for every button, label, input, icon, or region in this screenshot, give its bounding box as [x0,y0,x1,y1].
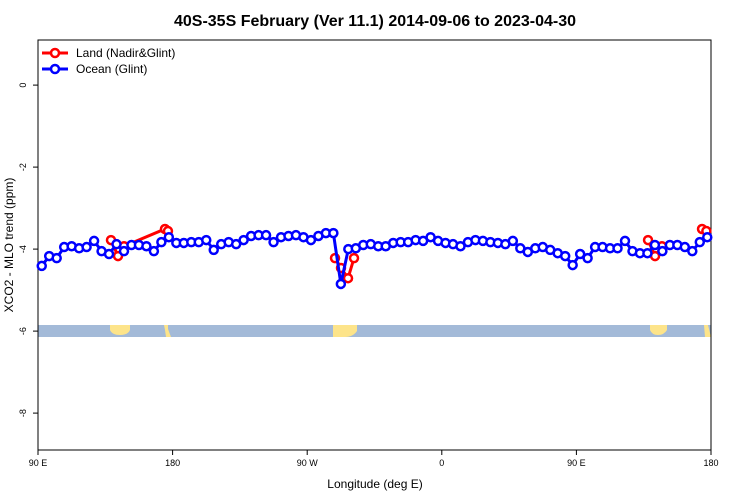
point [702,231,713,243]
map-strip [38,325,711,337]
point [103,248,115,260]
point [260,229,272,241]
point [694,236,706,248]
point [455,240,466,252]
point [81,241,92,253]
point [582,252,593,264]
x-tick-label: 180 [703,458,718,468]
x-tick-label: 90 W [297,458,319,468]
x-axis-label: Longitude (deg E) [327,477,422,491]
point [335,278,347,290]
point [208,244,219,256]
point [201,234,212,246]
point [163,231,175,243]
legend-label: Land (Nadir&Glint) [76,46,175,60]
point [305,234,317,246]
y-tick-label: -4 [18,245,28,253]
point [507,235,519,247]
point [567,259,578,271]
y-tick-label: -8 [18,409,28,417]
point [642,234,654,246]
point [118,245,130,257]
point [268,236,279,248]
y-tick-label: 0 [18,83,28,88]
point [141,240,152,252]
point [348,252,360,264]
point [88,235,100,247]
y-axis-label: XCO2 - MLO trend (ppm) [2,178,16,313]
chart-title: 40S-35S February (Ver 11.1) 2014-09-06 t… [174,13,576,30]
y-tick-label: -6 [18,327,28,335]
legend-label: Ocean (Glint) [76,62,147,76]
legend-marker [49,47,61,59]
legend-marker [49,63,61,75]
point [156,236,167,248]
y-tick-label: -2 [18,163,28,171]
point [642,247,653,259]
x-tick-label: 180 [165,458,180,468]
point [342,272,354,284]
point [148,245,160,257]
point [111,238,122,250]
point [649,239,661,251]
point [36,260,47,272]
x-tick-label: 90 E [567,458,586,468]
point [574,248,586,260]
point [230,238,242,250]
x-tick-label: 0 [439,458,444,468]
point [657,245,668,257]
point [328,227,339,239]
x-tick-label: 90 E [29,458,48,468]
point [612,243,623,254]
plot-frame [37,39,712,451]
series-line [109,227,708,282]
point [679,241,691,253]
point [238,234,249,246]
point [687,245,698,257]
point [559,250,571,262]
point [619,235,631,247]
point [51,252,62,264]
